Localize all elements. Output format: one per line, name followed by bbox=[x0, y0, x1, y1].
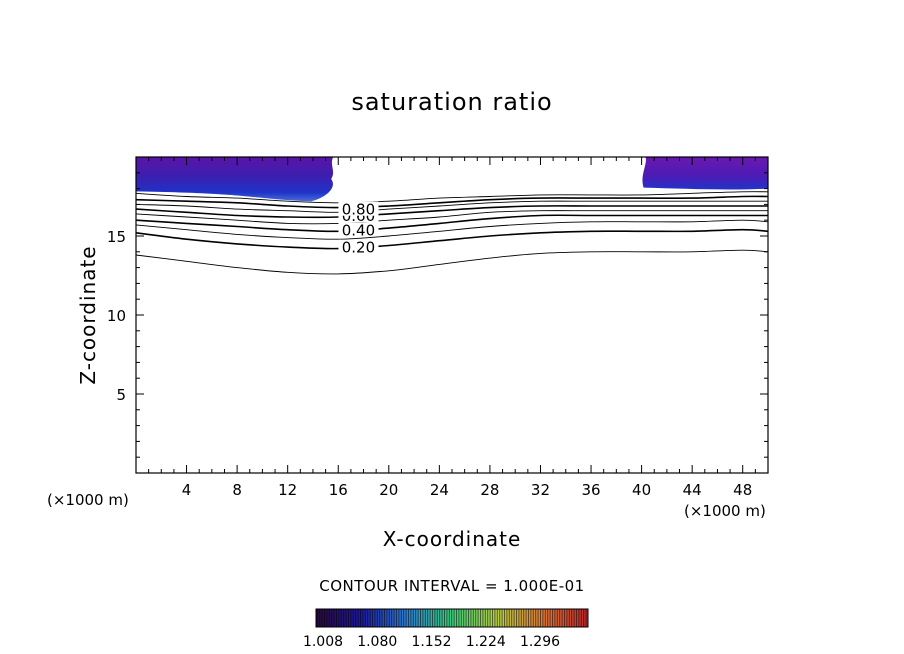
y-axis-label: Z-coordinate bbox=[76, 245, 100, 385]
x-tick-label: 12 bbox=[278, 481, 297, 499]
x-tick-label: 16 bbox=[329, 481, 348, 499]
y-tick-label: 10 bbox=[107, 307, 126, 325]
colorbar-stripes bbox=[316, 609, 588, 627]
contour-interval: CONTOUR INTERVAL = 1.000E-01 bbox=[319, 577, 585, 595]
colorbar-frame bbox=[315, 608, 589, 628]
shaded-region bbox=[136, 157, 334, 202]
plot-frame bbox=[135, 156, 769, 474]
contour-line bbox=[135, 195, 769, 209]
x-tick-label: 20 bbox=[379, 481, 398, 499]
contour-line bbox=[135, 219, 769, 240]
contour-line bbox=[135, 191, 769, 204]
x-tick-label: 44 bbox=[683, 481, 702, 499]
contour-line bbox=[135, 210, 768, 225]
contour-line bbox=[135, 249, 769, 275]
contour-line bbox=[135, 200, 768, 213]
x-tick-label: 32 bbox=[531, 481, 550, 499]
contour-label: 0.20 bbox=[342, 239, 375, 257]
x-tick-label: 40 bbox=[632, 481, 651, 499]
contour-label-bg bbox=[338, 222, 379, 237]
colorbar-tick-label: 1.152 bbox=[411, 634, 451, 650]
colorbar-tick-label: 1.080 bbox=[357, 634, 397, 650]
contour-line bbox=[135, 228, 769, 250]
x-tick-label: 24 bbox=[430, 481, 449, 499]
x-tick-label: 48 bbox=[733, 481, 752, 499]
x-axis-label: X-coordinate bbox=[382, 527, 522, 551]
contour-line bbox=[135, 205, 768, 219]
chart-title: saturation ratio bbox=[351, 88, 553, 116]
shaded-region bbox=[642, 157, 768, 190]
x-tick-label: 28 bbox=[480, 481, 499, 499]
colorbar-tick-label: 1.296 bbox=[520, 634, 560, 650]
x-unit-right: (×1000 m) bbox=[684, 502, 766, 520]
x-tick-label: 8 bbox=[232, 481, 242, 499]
y-tick-label: 5 bbox=[116, 386, 126, 404]
contour-label: 0.80 bbox=[342, 201, 375, 219]
contour-line bbox=[135, 214, 768, 233]
y-tick-label: 15 bbox=[107, 228, 126, 246]
colorbar-tick-label: 1.008 bbox=[303, 634, 343, 650]
x-unit-left: (×1000 m) bbox=[47, 491, 129, 509]
colorbar-tick-label: 1.224 bbox=[466, 634, 506, 650]
contour-label: 0.40 bbox=[342, 221, 375, 239]
x-tick-label: 4 bbox=[182, 481, 192, 499]
contour-label-bg bbox=[338, 201, 379, 216]
contour-label-bg bbox=[338, 239, 379, 254]
x-tick-label: 36 bbox=[581, 481, 600, 499]
